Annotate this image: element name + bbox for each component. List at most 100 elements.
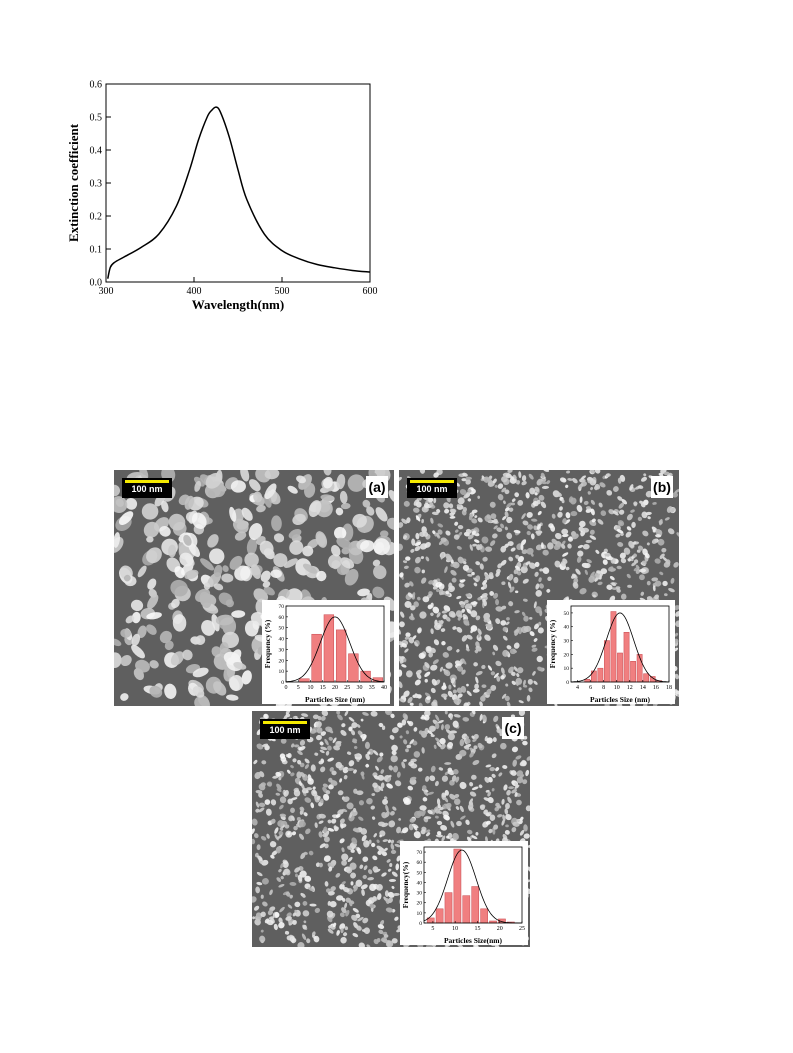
scale-bar-c: 100 nm [260, 719, 310, 739]
y-tick-label: 50 [564, 611, 570, 617]
y-tick-label: 0 [281, 680, 284, 686]
histogram-bar [597, 667, 604, 683]
histogram-bar [444, 892, 453, 924]
y-tick-label: 50 [417, 870, 423, 876]
extinction-series-line [107, 106, 371, 279]
histogram-bar [453, 848, 462, 924]
y-tick-label: 30 [279, 647, 285, 653]
sem-image-a: 100 nm (a) 0 5 10 15 20 25 30 35 40 0 10 20 30 40 50 60… [114, 470, 394, 706]
histogram-bar [435, 908, 444, 924]
y-tick-label: 10 [564, 666, 570, 672]
y-tick-label: 0 [566, 680, 569, 686]
y-tick-label: 40 [279, 637, 285, 643]
y-tick-label: 0.2 [90, 212, 103, 223]
histogram-bar [462, 895, 471, 924]
x-axis-label: Particles Size (nm) [590, 695, 650, 704]
x-tick-label: 10 [614, 685, 620, 691]
histogram-bar [335, 629, 347, 683]
x-tick-label: 300 [99, 286, 114, 297]
histogram-bar [360, 670, 371, 683]
x-tick-label: 5 [297, 685, 300, 691]
y-tick-label: 50 [279, 626, 285, 632]
y-tick-label: 0.0 [90, 278, 103, 289]
histogram-bar [471, 886, 480, 924]
x-tick-label: 15 [320, 685, 326, 691]
histogram-bar [311, 633, 322, 683]
x-tick-label: 6 [589, 685, 592, 691]
x-tick-label: 16 [653, 685, 659, 691]
y-tick-label: 40 [564, 625, 570, 631]
x-tick-label: 12 [627, 685, 633, 691]
histogram-bar [591, 670, 597, 683]
y-tick-label: 20 [564, 652, 570, 658]
x-tick-label: 14 [640, 685, 646, 691]
y-axis-label: Frequency (%) [263, 619, 272, 668]
sem-image-b: 100 nm (b) 4 6 8 10 12 14 16 18 0 10 20 30 40 50 Parti… [399, 470, 679, 706]
x-tick-label: 10 [452, 926, 458, 932]
x-tick-label: 18 [666, 685, 672, 691]
y-tick-label: 0.5 [90, 113, 103, 124]
histogram-bar [630, 661, 636, 683]
y-tick-label: 0.6 [90, 80, 103, 91]
histogram-bar [610, 611, 617, 683]
histogram-inset-b: 4 6 8 10 12 14 16 18 0 10 20 30 40 50 Particles Size (… [547, 600, 675, 704]
x-tick-label: 600 [363, 286, 378, 297]
extinction-spectrum-chart: 300 400 500 600 0.0 0.1 0.2 0.3 0.4 0.5 0.6 Wavelen… [68, 80, 378, 313]
scale-bar-label: 100 nm [131, 484, 163, 494]
y-tick-label: 40 [417, 880, 423, 886]
histogram-bar [604, 640, 610, 683]
scale-bar-label: 100 nm [269, 725, 301, 735]
x-tick-label: 40 [381, 685, 387, 691]
x-tick-label: 400 [187, 286, 202, 297]
histogram-bar [643, 673, 649, 683]
scale-bar-label: 100 nm [416, 484, 448, 494]
y-tick-label: 60 [417, 860, 423, 866]
y-axis-label: Extinction coefficient [68, 123, 81, 242]
x-tick-label: 30 [357, 685, 363, 691]
x-tick-label: 5 [431, 926, 434, 932]
y-axis-label: Frequency (%) [548, 619, 557, 668]
gaussian-fit-curve [285, 616, 385, 683]
histogram-inset-a: 0 5 10 15 20 25 30 35 40 0 10 20 30 40 50 60 70 Particles… [262, 600, 390, 704]
x-tick-label: 8 [602, 685, 605, 691]
x-tick-label: 25 [519, 926, 525, 932]
histogram-bar [617, 652, 623, 683]
x-tick-label: 20 [332, 685, 338, 691]
y-tick-label: 70 [417, 850, 423, 856]
x-tick-label: 15 [474, 926, 480, 932]
y-axis-label: Frequency(%) [401, 861, 410, 908]
y-tick-label: 70 [279, 604, 285, 610]
gaussian-fit-curve [570, 612, 670, 683]
histogram-bar [323, 614, 335, 683]
y-tick-label: 20 [417, 901, 423, 907]
histogram-bar [584, 678, 591, 683]
histogram-bar [348, 653, 359, 683]
histogram-bar [480, 908, 488, 924]
y-tick-label: 0.4 [90, 146, 103, 157]
y-tick-label: 30 [564, 639, 570, 645]
panel-label-a: (a) [366, 476, 388, 498]
x-axis-label: Wavelength(nm) [192, 297, 284, 312]
histogram-inset-c: 5 10 15 20 25 0 10 20 30 40 50 60 70 Particles Size(n… [400, 841, 528, 945]
x-tick-label: 25 [344, 685, 350, 691]
x-tick-label: 4 [576, 685, 579, 691]
x-tick-label: 500 [275, 286, 290, 297]
inset-frame [570, 605, 670, 683]
y-tick-label: 60 [279, 615, 285, 621]
histogram-bar [623, 632, 630, 683]
histogram-bar [299, 678, 310, 683]
inset-frame [423, 846, 523, 924]
y-tick-label: 20 [279, 658, 285, 664]
sem-image-c: 100 nm (c) 5 10 15 20 25 0 10 20 30 40 50 60 70 Parti… [252, 711, 530, 947]
y-tick-label: 0.1 [90, 245, 103, 256]
x-axis-label: Particles Size(nm) [444, 936, 503, 945]
x-tick-label: 10 [308, 685, 314, 691]
x-axis-label: Particles Size (nm) [305, 695, 365, 704]
y-tick-label: 0.3 [90, 179, 103, 190]
y-tick-label: 30 [417, 891, 423, 897]
y-tick-label: 10 [279, 669, 285, 675]
histogram-bar [636, 654, 643, 683]
panel-label-c: (c) [502, 717, 524, 739]
x-tick-label: 20 [497, 926, 503, 932]
scale-bar-a: 100 nm [122, 478, 172, 498]
